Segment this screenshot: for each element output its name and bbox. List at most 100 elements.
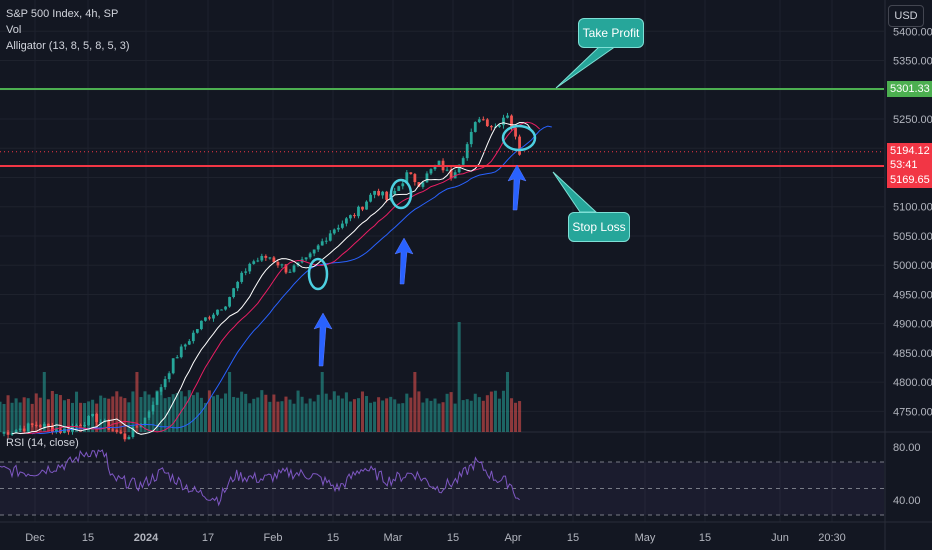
- price-axis-label: 5250.00: [893, 114, 932, 126]
- volume-bar: [421, 402, 425, 432]
- candle-body: [481, 119, 485, 121]
- last-price-tag: 5194.12: [887, 143, 932, 159]
- volume-bar: [42, 372, 46, 432]
- candle-body: [212, 314, 215, 319]
- volume-bar: [34, 393, 38, 432]
- volume-bar: [38, 397, 42, 432]
- currency-button[interactable]: USD: [888, 5, 924, 27]
- candle-body: [340, 223, 344, 228]
- volume-bar: [280, 401, 284, 432]
- take-profit-pointer: [555, 45, 618, 89]
- candle-body: [155, 391, 159, 405]
- volume-bar: [461, 400, 465, 432]
- volume-bar: [135, 372, 139, 432]
- volume-bar: [220, 398, 224, 432]
- price-axis-label: 5050.00: [893, 231, 932, 243]
- volume-bar: [276, 401, 280, 432]
- alligator-jaw-line: [32, 125, 552, 435]
- volume-bar: [272, 394, 276, 432]
- price-levels: [0, 88, 884, 167]
- time-axis-label: 15: [447, 532, 459, 544]
- volume-bar: [497, 398, 501, 432]
- volume-bar: [83, 403, 87, 432]
- volume-legend[interactable]: Vol: [6, 24, 22, 36]
- volume-bar: [143, 391, 147, 432]
- volume-bar: [99, 395, 103, 432]
- candle-body: [232, 288, 236, 298]
- time-axis-label: Apr: [504, 532, 521, 544]
- candle-body: [151, 404, 155, 412]
- candle-body: [357, 206, 360, 217]
- alligator-legend[interactable]: Alligator (13, 8, 5, 8, 5, 3): [6, 40, 130, 52]
- rsi-legend[interactable]: RSI (14, close): [6, 437, 79, 449]
- candle-body: [131, 426, 135, 437]
- candle-body: [393, 190, 397, 195]
- volume-bar: [256, 397, 260, 432]
- candle-body: [260, 255, 264, 261]
- volume-bar: [433, 398, 437, 432]
- volume-bar: [236, 397, 240, 432]
- volume-bar: [50, 390, 54, 432]
- time-axis-label: 20:30: [818, 532, 846, 544]
- volume-bar: [365, 396, 369, 432]
- stop-loss-price-tag: 5169.65: [887, 172, 932, 188]
- candle-body: [413, 174, 417, 183]
- candle-body: [469, 131, 473, 145]
- volume-bar: [171, 394, 175, 432]
- volume-bar: [385, 398, 389, 432]
- candle-body: [127, 436, 131, 440]
- candle-body: [6, 432, 10, 435]
- volume-bar: [203, 402, 207, 432]
- volume-bar: [14, 398, 18, 432]
- volume-bar: [183, 396, 187, 432]
- symbol-title[interactable]: S&P 500 Index, 4h, SP: [6, 8, 119, 20]
- candle-body: [179, 346, 183, 358]
- volume-bar: [320, 372, 324, 432]
- volume-bar: [360, 391, 365, 432]
- candle-body: [171, 358, 175, 374]
- volume-bar: [123, 398, 127, 432]
- volume-bar: [199, 397, 203, 432]
- volume-bar: [30, 403, 34, 432]
- candle-body: [22, 428, 26, 432]
- candle-body: [288, 271, 292, 273]
- candle-body: [465, 144, 469, 159]
- candle-body: [437, 160, 441, 166]
- volume-bar: [328, 399, 332, 432]
- candle-body: [369, 194, 372, 202]
- time-axis-label: 15: [327, 532, 339, 544]
- time-axis-label: 15: [567, 532, 579, 544]
- up-arrow: [394, 237, 414, 285]
- candle-body: [417, 182, 421, 187]
- stop-loss-callout[interactable]: Stop Loss: [568, 212, 630, 242]
- volume-bar: [107, 398, 111, 432]
- candle-body: [276, 262, 280, 266]
- candle-body: [349, 215, 352, 219]
- volume-bar: [292, 403, 296, 432]
- candle-body: [518, 136, 521, 155]
- candle-body: [10, 432, 14, 435]
- candle-body: [54, 429, 58, 432]
- candle-body: [46, 423, 50, 426]
- candle-body: [119, 431, 123, 434]
- price-axis-label: 4900.00: [893, 319, 932, 331]
- candle-body: [304, 257, 308, 260]
- volume-bar: [26, 398, 30, 432]
- volume-bar: [510, 398, 514, 432]
- candle-body: [264, 255, 268, 258]
- price-axis-label: 5350.00: [893, 56, 932, 68]
- volume-bar: [304, 403, 308, 432]
- volume-bar: [485, 395, 489, 432]
- volume-bar: [401, 403, 405, 432]
- volume-bar: [0, 401, 2, 432]
- volume-bar: [465, 399, 469, 432]
- up-arrow: [313, 312, 333, 367]
- take-profit-callout[interactable]: Take Profit: [578, 18, 644, 48]
- volume-bar: [248, 403, 252, 432]
- highlight-circle: [501, 124, 537, 152]
- candle-body: [228, 297, 231, 307]
- candle-body: [421, 182, 425, 187]
- candle-body: [324, 240, 328, 242]
- candle-body: [14, 430, 18, 433]
